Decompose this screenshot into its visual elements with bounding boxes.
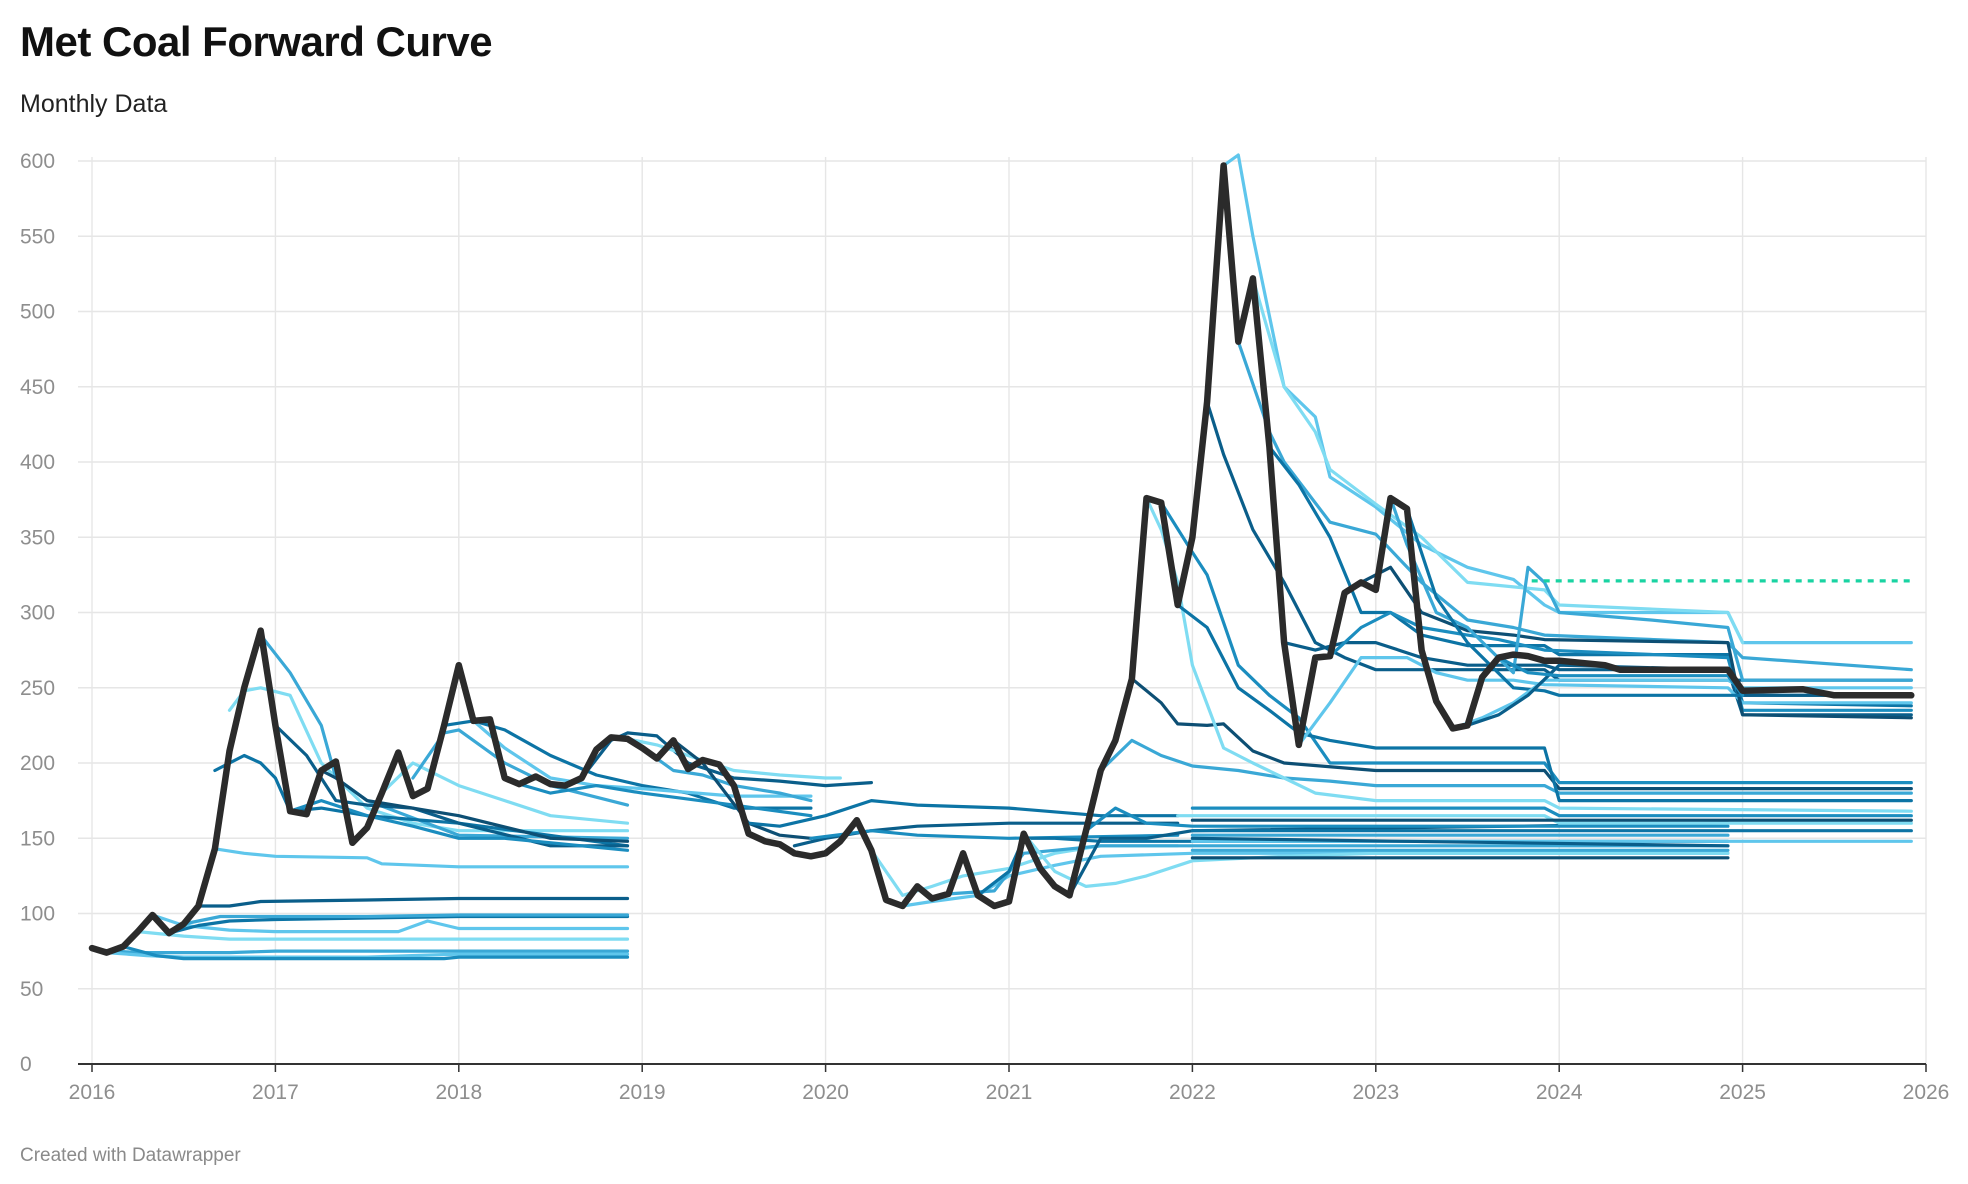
- forward-curve-line: [1388, 496, 1913, 682]
- forward-curves: [90, 153, 1913, 961]
- y-tick-label: 150: [20, 827, 55, 850]
- forward-curve-line: [1067, 821, 1730, 897]
- y-tick-label: 550: [20, 225, 55, 248]
- y-tick-label: 600: [20, 150, 55, 173]
- y-tick-label: 50: [20, 978, 43, 1001]
- forward-curve-line: [1297, 656, 1913, 747]
- forward-curve-line: [792, 821, 1180, 848]
- forward-curve-line: [136, 930, 630, 941]
- x-tick-label: 2018: [435, 1081, 482, 1104]
- x-tick-label: 2021: [986, 1081, 1033, 1104]
- y-tick-label: 250: [20, 677, 55, 700]
- x-tick-label: 2020: [802, 1081, 849, 1104]
- x-tick-label: 2024: [1536, 1081, 1583, 1104]
- credit-footer: Created with Datawrapper: [20, 1145, 241, 1166]
- forward-curve-line: [946, 844, 1730, 896]
- x-tick-label: 2026: [1903, 1081, 1950, 1104]
- forward-curve-line: [809, 829, 1180, 840]
- x-tick-label: 2022: [1169, 1081, 1216, 1104]
- forward-curve-line: [121, 945, 630, 961]
- y-tick-label: 300: [20, 602, 55, 625]
- forward-curve-line: [747, 799, 1180, 828]
- forward-curve-line: [625, 737, 842, 780]
- forward-curve-line: [411, 728, 630, 807]
- x-axis: 2016 2017 2018 2019 2020 2021 2022 2023 2024 2025…: [69, 1063, 1950, 1104]
- forward-curve-line: [380, 761, 630, 825]
- x-tick-label: 2016: [69, 1081, 116, 1104]
- forward-curve-line: [90, 948, 630, 955]
- forward-curve-line: [1222, 153, 1913, 645]
- x-tick-label: 2023: [1352, 1081, 1399, 1104]
- y-tick-label: 450: [20, 376, 55, 399]
- forward-curve-line: [1130, 677, 1913, 791]
- x-tick-label: 2019: [619, 1081, 666, 1104]
- forward-curve-line: [288, 799, 630, 852]
- y-tick-label: 350: [20, 526, 55, 549]
- forward-curve-line: [640, 746, 813, 803]
- forward-curve-line: [1084, 806, 1730, 833]
- forward-curve-line: [213, 847, 630, 869]
- spot-price-line: [88, 162, 1915, 956]
- forward-curve-line: [273, 723, 630, 848]
- gridlines: [78, 157, 1927, 1064]
- forward-curve-line: [319, 768, 630, 843]
- forward-curve-line: [901, 851, 1730, 908]
- y-tick-label: 100: [20, 903, 55, 926]
- forward-curve-line: [1236, 340, 1913, 672]
- forward-curve-line: [1190, 836, 1730, 848]
- forward-curve-line: [1251, 276, 1745, 645]
- chart-title: Met Coal Forward Curve: [20, 18, 493, 65]
- x-tick-label: 2017: [252, 1081, 299, 1104]
- chart-subtitle: Monthly Data: [20, 90, 168, 118]
- forward-curve-line: [1022, 832, 1730, 888]
- forward-curve-line: [517, 782, 813, 818]
- y-axis: 0 50 100 150 200 250 300 350 400 450 500 550 600: [20, 150, 55, 1076]
- y-tick-label: 500: [20, 301, 55, 324]
- spot-price-series: [88, 162, 1915, 956]
- forward-curve-line: [1405, 507, 1913, 697]
- forward-curve-line: [1176, 603, 1913, 803]
- y-tick-label: 200: [20, 752, 55, 775]
- forward-curve-line: [196, 896, 630, 908]
- y-tick-label: 0: [20, 1053, 32, 1076]
- y-tick-label: 400: [20, 451, 55, 474]
- x-tick-label: 2025: [1719, 1081, 1766, 1104]
- forward-curve-line: [1190, 806, 1913, 818]
- forward-curve-line: [182, 913, 630, 926]
